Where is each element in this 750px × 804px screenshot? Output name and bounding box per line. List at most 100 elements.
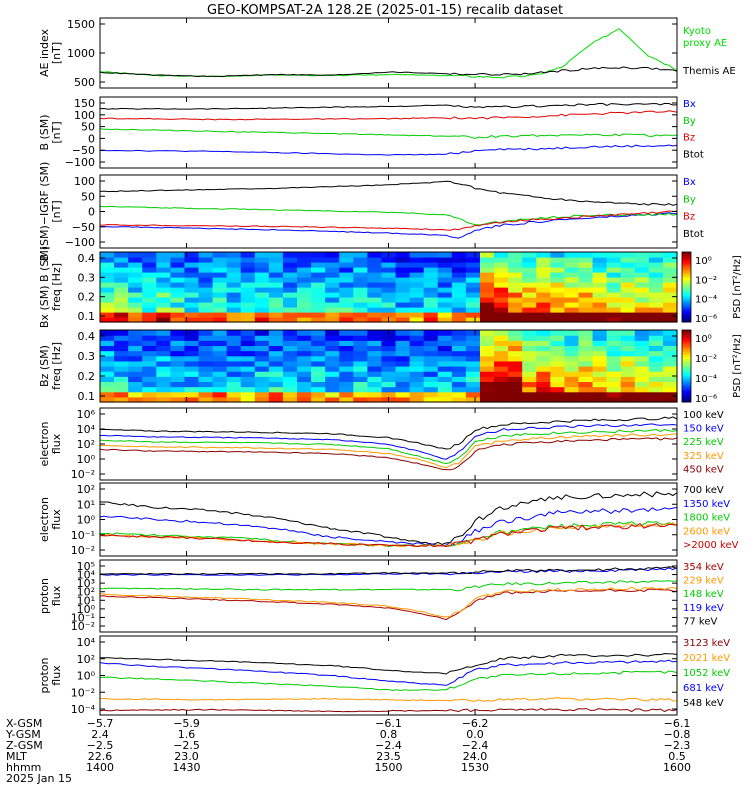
heatmap-cell (620, 396, 636, 403)
heatmap-cell (297, 345, 312, 352)
heatmap-cell (198, 282, 214, 288)
heatmap-cell (212, 282, 228, 288)
heatmap-cell (170, 340, 186, 347)
series-line-119-kev (99, 566, 678, 576)
heatmap-cell (114, 252, 129, 258)
heatmap-cell (564, 257, 580, 263)
heatmap-cell (170, 355, 186, 362)
heatmap-cell (100, 355, 115, 362)
y-tick-label: 10² (77, 586, 95, 599)
heatmap-cell (550, 307, 566, 313)
colorbar-cell (682, 366, 691, 369)
heatmap-cell (381, 277, 397, 283)
heatmap-cell (198, 330, 214, 336)
heatmap-cell (606, 312, 622, 318)
heatmap-cell (634, 292, 650, 298)
heatmap-cell (156, 282, 171, 288)
heatmap-cell (592, 345, 608, 352)
heatmap-cell (479, 355, 495, 362)
heatmap-cell (254, 272, 270, 278)
heatmap-cell (367, 297, 383, 303)
heatmap-cell (648, 391, 664, 398)
heatmap-cell (226, 386, 242, 393)
heatmap-cell (550, 287, 566, 293)
legend-label: By (683, 194, 696, 205)
heatmap-cell (114, 257, 129, 263)
heatmap-cell (564, 277, 580, 283)
heatmap-cell (634, 317, 650, 323)
heatmap-cell (606, 282, 622, 288)
heatmap-cell (451, 277, 467, 283)
heatmap-cell (325, 257, 340, 263)
y-tick-label: 10⁻² (71, 620, 95, 633)
x-axis-value: −2.3 (664, 739, 691, 752)
heatmap-cell (409, 340, 425, 347)
heatmap-cell (339, 312, 354, 318)
heatmap-cell (648, 355, 664, 362)
heatmap-cell (564, 267, 580, 273)
heatmap-cell (297, 366, 312, 372)
heatmap-cell (339, 257, 354, 263)
heatmap-cell (339, 350, 354, 357)
heatmap-cell (536, 381, 551, 388)
heatmap-cell (339, 360, 354, 367)
x-axis-value: 1600 (663, 761, 691, 774)
heatmap-cell (578, 262, 594, 268)
panel-8: 354 keV 229 keV 148 keV 119 keV 77 keV 10⁵10⁴… (38, 559, 724, 633)
heatmap-cell (662, 360, 678, 367)
y-tick-label: 1500 (67, 18, 95, 31)
heatmap-cell (212, 252, 228, 258)
heatmap-cell (592, 360, 608, 367)
heatmap-cell (353, 272, 368, 278)
heatmap-cell (550, 252, 566, 258)
heatmap-cell (170, 376, 186, 383)
heatmap-cell (100, 257, 115, 263)
heatmap-cell (311, 335, 326, 341)
heatmap-cell (451, 386, 467, 393)
heatmap-cell (339, 292, 354, 298)
legend-label: Kyoto (683, 26, 711, 37)
heatmap-cell (479, 262, 495, 268)
heatmap-cell (536, 386, 551, 393)
heatmap-cell (423, 282, 439, 288)
heatmap-cell (437, 297, 453, 303)
y-tick-label: 0.2 (78, 370, 96, 383)
heatmap-cell (423, 292, 439, 298)
heatmap-cell (465, 277, 481, 283)
heatmap-cell (662, 302, 678, 308)
series-line-225-kev (99, 428, 678, 465)
heatmap-cell (564, 312, 580, 318)
heatmap-cell (409, 345, 425, 352)
heatmap-cell (353, 277, 368, 283)
heatmap-cell (409, 330, 425, 336)
heatmap-cell (494, 267, 509, 273)
heatmap-cell (128, 371, 143, 377)
heatmap-cell (508, 335, 523, 341)
series-line-kyoto-proxy-ae (99, 28, 678, 79)
x-axis-value: −6.2 (462, 717, 489, 730)
colorbar-cell (682, 308, 691, 311)
colorbar-cell (682, 339, 691, 343)
heatmap-cell (226, 317, 242, 323)
colorbar-cell (682, 252, 691, 255)
heatmap-cell (325, 317, 340, 323)
heatmap-cell (156, 381, 171, 388)
y-tick-label: 10² (77, 653, 95, 666)
heatmap-cell (268, 287, 284, 293)
heatmap-cell (367, 381, 383, 388)
heatmap-cell (564, 345, 580, 352)
heatmap-cell (212, 317, 228, 323)
heatmap-cell (254, 340, 270, 347)
heatmap-cell (128, 340, 143, 347)
heatmap-cell (451, 297, 467, 303)
y-tick-label: 0.1 (78, 390, 96, 403)
heatmap-cell (536, 355, 551, 362)
heatmap-cell (508, 386, 523, 393)
heatmap-cell (325, 340, 340, 347)
heatmap-cell (536, 391, 551, 398)
heatmap-cell (114, 340, 129, 347)
heatmap-cell (212, 340, 228, 347)
colorbar-cell (682, 397, 691, 401)
